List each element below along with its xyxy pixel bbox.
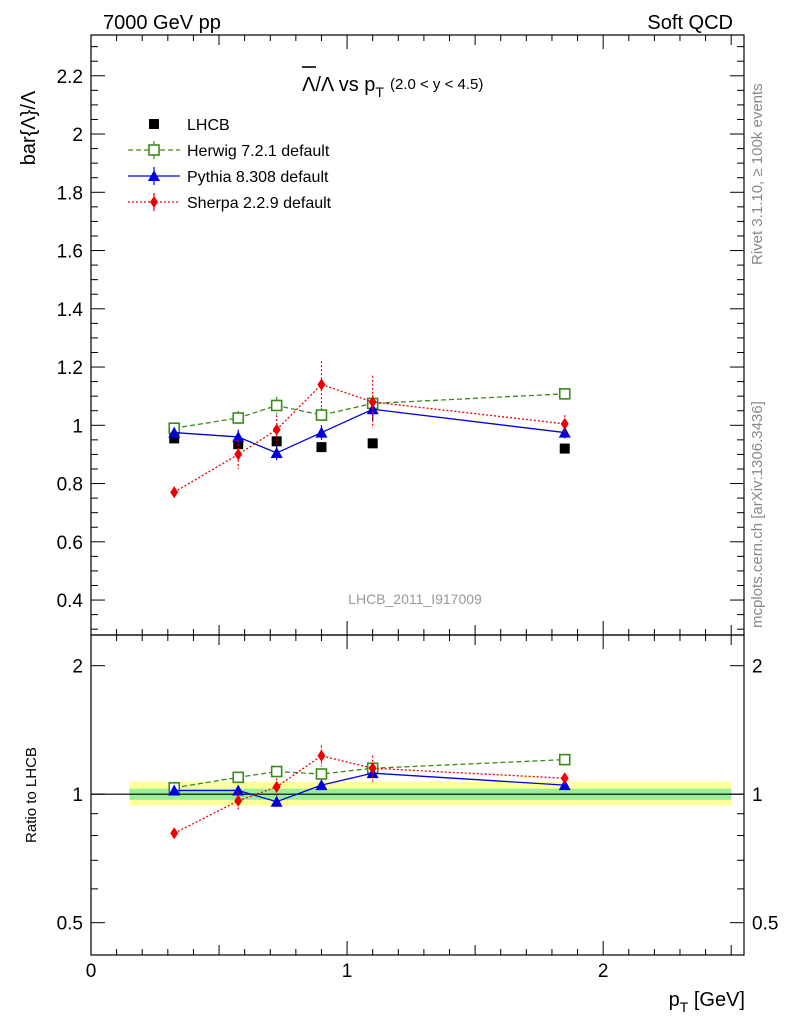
ratio-point-pythia [168,784,181,796]
main-point-herwig [270,399,283,412]
ratio-uncertainty-band [91,781,744,806]
ratio-point-pythia [232,784,245,796]
main-series-sherpa [170,361,569,499]
legend-item-herwig: Herwig 7.2.1 default [128,141,330,160]
y-tick-label: 1 [72,416,83,437]
title-main: Λ/Λ vs p [302,74,375,96]
ratio-point-sherpa [272,780,281,793]
main-point-sherpa [368,395,377,408]
ratio-point-pythia [270,795,283,807]
legend-marker-pythia [148,170,160,181]
ratio-y-tick-label: 0.5 [57,914,83,935]
ratio-series-pythia [168,767,571,807]
x-tick-label: 2 [598,961,609,982]
y-tick-label: 2 [72,125,83,146]
ratio-point-herwig [232,771,245,784]
legend: LHCB Herwig 7.2.1 default Pythia 8.308 def… [128,117,332,212]
legend-item-data: LHCB [149,117,230,134]
legend-label-pythia: Pythia 8.308 default [187,169,329,186]
main-line-pythia [174,408,565,454]
ratio-point-herwig [270,765,283,778]
main-point-pythia [232,430,245,442]
xlabel-sub: T [680,999,689,1015]
main-point-data [367,438,378,449]
ratio-series-sherpa [170,745,569,840]
main-point-data [559,443,570,454]
main-series [168,361,571,499]
main-point-data [316,442,327,453]
legend-marker-sherpa [150,196,158,208]
y-tick-label: 0.6 [57,533,83,554]
x-tick-label: 0 [86,961,97,982]
ratio-point-sherpa [560,772,569,785]
ratio-point-sherpa [170,827,179,840]
main-point-sherpa [560,417,569,430]
ratio-point-sherpa [234,794,243,807]
ratio-line-herwig [174,758,565,789]
main-point-sherpa [170,486,179,499]
main-point-herwig [315,409,328,421]
main-point-herwig [558,388,571,400]
legend-marker-herwig [148,144,160,156]
main-title: Λ/Λ vs pT (2.0 < y < 4.5) [302,66,483,100]
title-range: (2.0 < y < 4.5) [390,76,483,93]
ratio-y-tick-label: 0.5 [752,914,778,935]
ratio-y-tick-label: 2 [752,657,763,678]
main-point-pythia [315,426,328,438]
legend-label-sherpa: Sherpa 2.2.9 default [187,195,332,212]
y-tick-label: 1.8 [57,183,83,204]
legend-item-sherpa: Sherpa 2.2.9 default [128,193,332,212]
ratio-y-tick-label: 1 [72,785,83,806]
legend-marker-data [149,119,159,129]
ratio-point-herwig [558,753,571,766]
ratio-ylabel: Ratio to LHCB [23,747,40,843]
y-tick-label: 2.2 [57,67,83,88]
main-point-sherpa [234,448,243,461]
ratio-point-pythia [558,779,571,791]
ratio-line-pythia [174,772,565,803]
y-tick-label: 1.6 [57,242,83,263]
x-tick-label: 1 [342,961,353,982]
main-line-herwig [174,393,565,429]
y-tick-label: 1.2 [57,358,83,379]
y-tick-label: 0.8 [57,475,83,496]
main-point-herwig [232,412,245,424]
legend-label-data: LHCB [187,117,230,134]
main-point-sherpa [317,378,326,391]
main-point-data [169,433,180,444]
analysis-watermark: LHCB_2011_I917009 [348,591,482,607]
y-tick-label: 1.4 [57,300,84,321]
ratio-point-sherpa [317,749,326,762]
rivet-label: Rivet 3.1.10, ≥ 100k events [749,83,766,265]
main-ylabel: bar{Λ}/Λ [18,90,40,165]
x-axis-label: pT [GeV] [669,989,745,1015]
mcplots-label: mcplots.cern.ch [arXiv:1306.3436] [749,401,766,628]
xlabel-main: p [669,989,680,1011]
legend-item-pythia: Pythia 8.308 default [128,167,329,186]
svg-text:Λ/Λ vs pT(2.0 < y < 4.5): Λ/Λ vs pT (2.0 < y < 4.5) [302,74,483,100]
title-sub: T [375,84,384,100]
ratio-y-tick-label: 2 [72,657,83,678]
main-point-pythia [168,426,181,438]
ratio-y-tick-label: 1 [752,785,763,806]
ratio-frame [90,634,745,956]
ratio-point-pythia [315,779,328,791]
ratio-axes: 0 1 2 0.5 0.5 1 1 2 2 [57,634,778,982]
legend-label-herwig: Herwig 7.2.1 default [187,143,330,160]
main-point-sherpa [272,423,281,436]
header-left: 7000 GeV pp [103,12,221,34]
main-point-pythia [270,446,283,458]
xlabel-unit: [GeV] [688,989,745,1011]
header-right: Soft QCD [647,12,733,34]
main-axes: 0.4 0.6 0.8 1 1.2 1.4 1.6 1.8 2 2.2 [57,34,745,636]
ratio-point-sherpa [368,762,377,775]
y-tick-label: 0.4 [57,591,84,612]
ratio-point-herwig [315,768,328,780]
ratio-series [168,745,571,840]
main-point-data [271,436,282,447]
main-line-sherpa [173,383,565,493]
